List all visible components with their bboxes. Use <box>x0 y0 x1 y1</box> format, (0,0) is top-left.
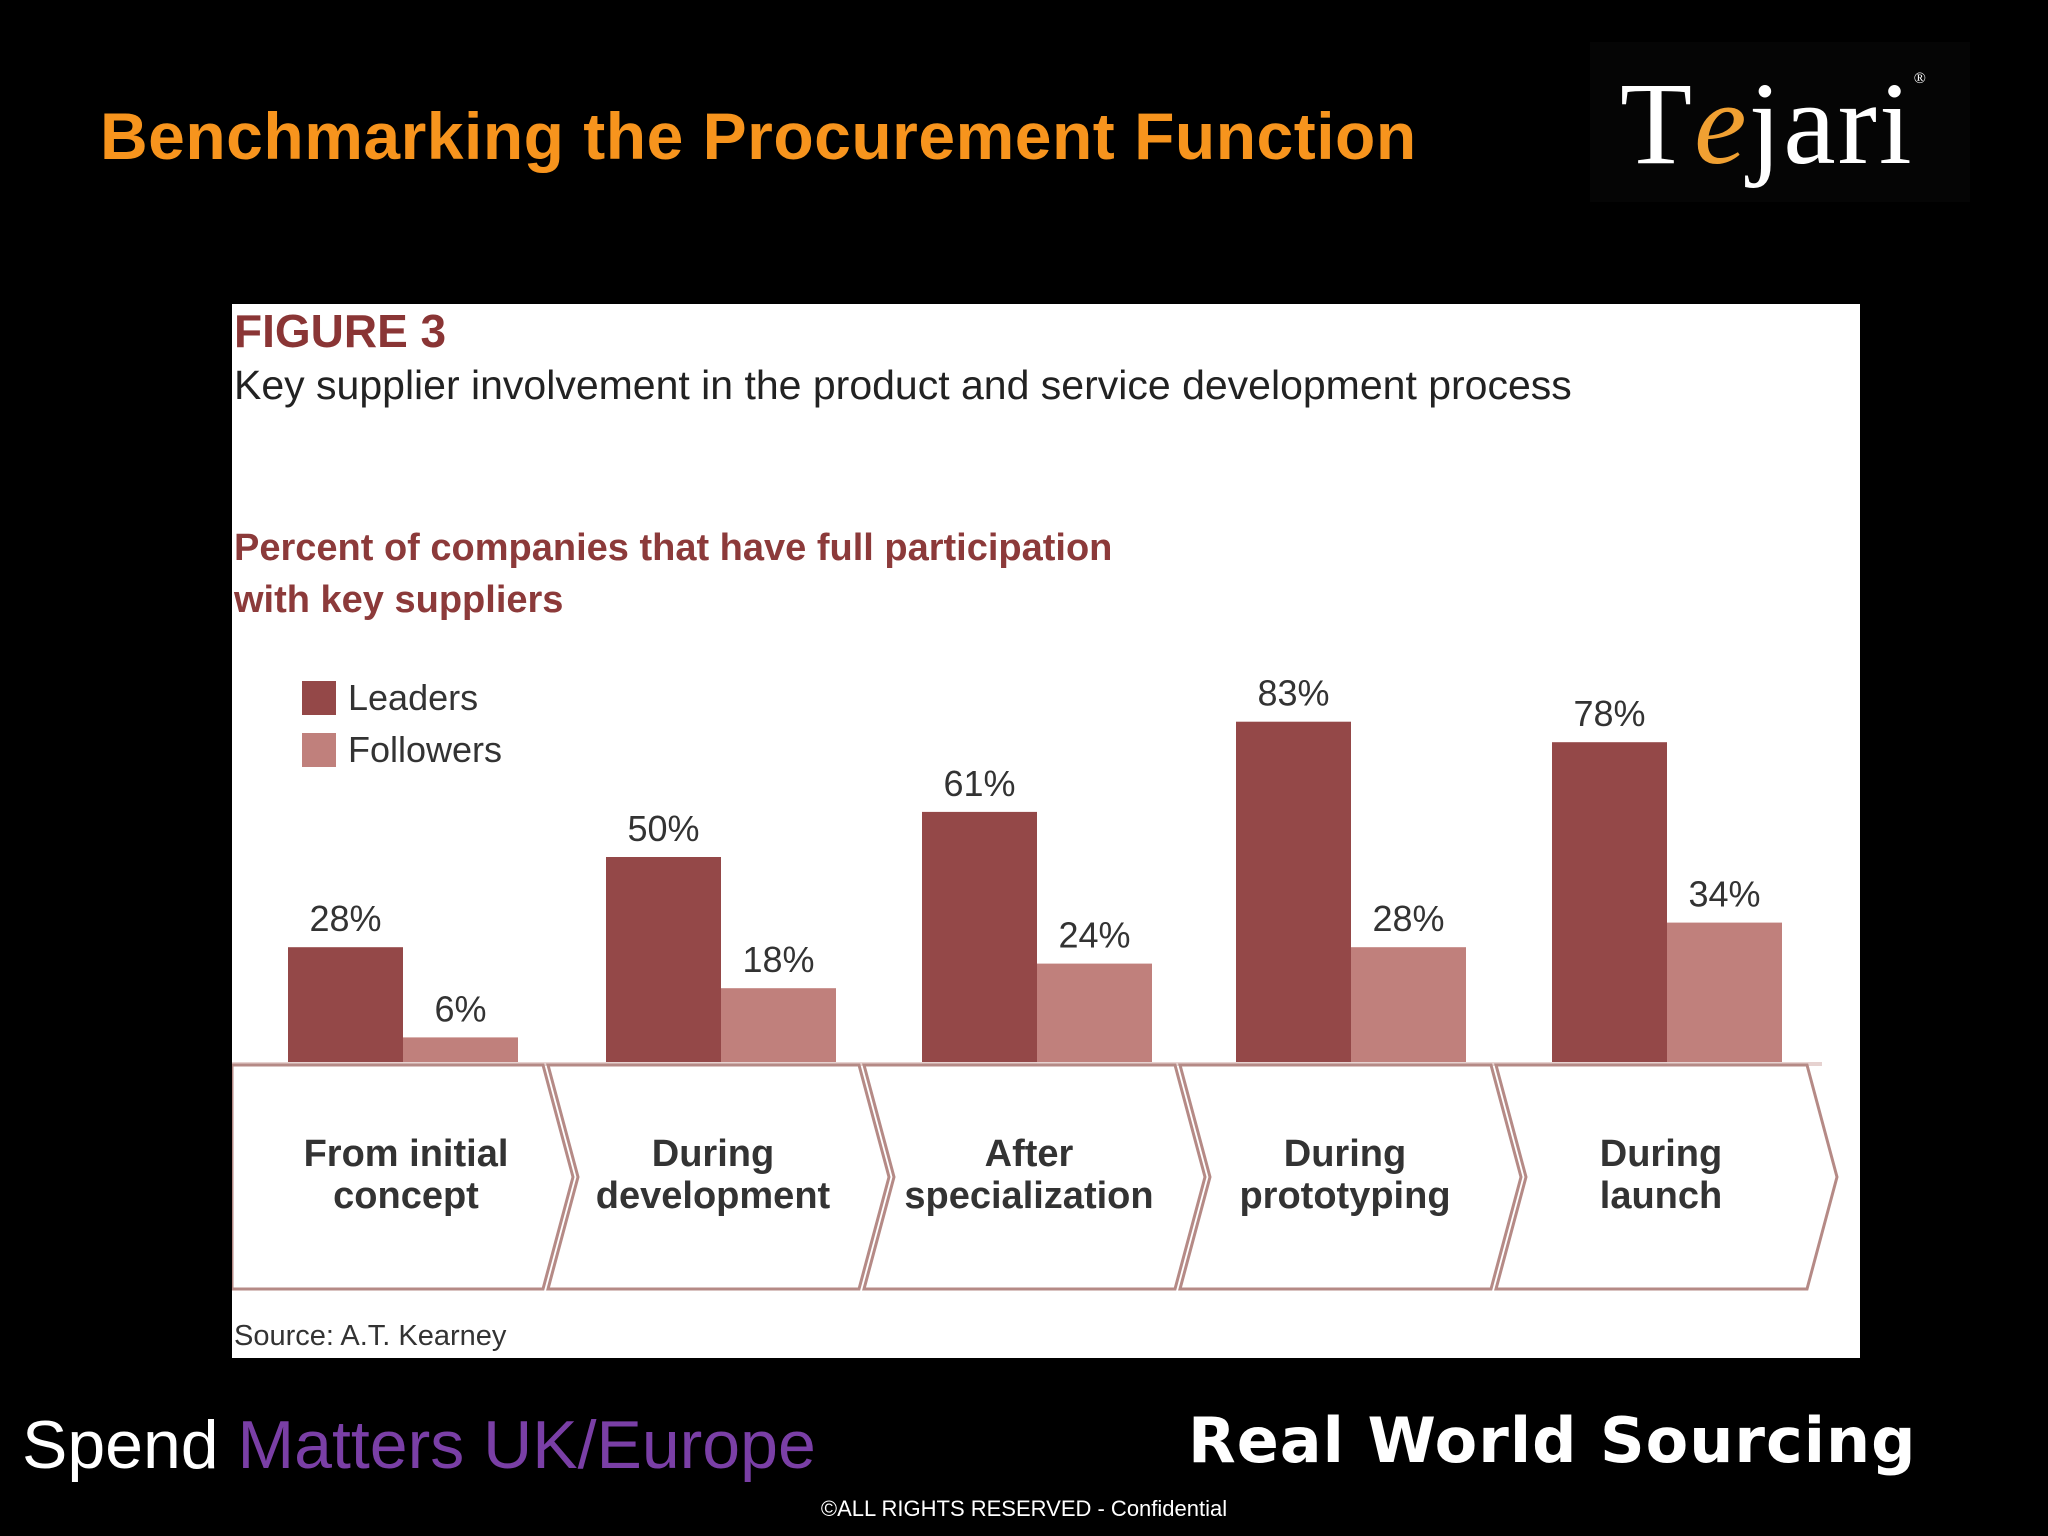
legend-swatch-followers <box>302 733 336 767</box>
bar-followers <box>1667 922 1782 1062</box>
data-label: 78% <box>1573 693 1645 734</box>
source-note: Source: A.T. Kearney <box>234 1320 507 1352</box>
stage-arrow <box>546 1063 891 1291</box>
bar-leaders <box>288 947 403 1062</box>
bar-leaders <box>1552 742 1667 1062</box>
copyright-notice: ©ALL RIGHTS RESERVED - Confidential <box>820 1496 1228 1521</box>
bar-followers <box>1037 963 1152 1062</box>
bar-leaders <box>922 811 1037 1062</box>
legend-label-leaders: Leaders <box>348 677 479 718</box>
labels-layer: From initialconceptDuringdevelopmentAfte… <box>304 673 1761 1217</box>
legend-swatch-leaders <box>302 681 336 715</box>
data-label: 28% <box>1372 898 1444 939</box>
bars-layer <box>232 721 1822 1066</box>
footer-brand: Spend Matters UK/Europe <box>22 1407 816 1483</box>
footer-tagline: Real World Sourcing <box>1188 1404 1917 1477</box>
stage-arrow <box>1178 1063 1523 1291</box>
bar-followers <box>721 988 836 1062</box>
bar-followers <box>403 1037 518 1062</box>
slide-title: Benchmarking the Procurement Function <box>100 99 1417 173</box>
category-label: launch <box>1600 1175 1722 1217</box>
category-label: specialization <box>904 1175 1153 1217</box>
legend-item-leaders: Leaders <box>302 672 502 724</box>
category-label: During <box>1284 1133 1406 1175</box>
stage-arrow <box>1494 1063 1839 1291</box>
legend-item-followers: Followers <box>302 724 502 776</box>
stage-arrow <box>862 1063 1207 1291</box>
category-label: concept <box>333 1175 479 1217</box>
category-label: prototyping <box>1239 1175 1450 1217</box>
bar-chart: From initialconceptDuringdevelopmentAfte… <box>232 673 1839 1291</box>
category-label: After <box>985 1133 1074 1175</box>
data-label: 28% <box>309 898 381 939</box>
data-label: 34% <box>1688 874 1760 915</box>
bar-followers <box>1351 947 1466 1062</box>
legend-label-followers: Followers <box>348 729 503 770</box>
data-label: 18% <box>742 939 814 980</box>
chart-heading: Percent of companies that have full part… <box>234 522 1194 626</box>
figure-panel: FIGURE 3 Key supplier involvement in the… <box>232 304 1860 1358</box>
tejari-logo: Tejari® <box>1590 42 1970 202</box>
category-label: During <box>1600 1133 1722 1175</box>
data-label: 50% <box>627 808 699 849</box>
chart-heading-line-2: with key suppliers <box>234 579 564 621</box>
chart-heading-line-1: Percent of companies that have full part… <box>234 527 1113 569</box>
data-label: 24% <box>1058 915 1130 956</box>
data-label: 83% <box>1257 673 1329 714</box>
figure-subtitle: Key supplier involvement in the product … <box>234 362 1572 408</box>
category-label: From initial <box>304 1133 509 1175</box>
data-label: 61% <box>943 763 1015 804</box>
figure-label: FIGURE 3 <box>234 305 447 357</box>
category-label: development <box>596 1175 831 1217</box>
data-label: 6% <box>434 988 486 1029</box>
bar-leaders <box>1236 721 1351 1062</box>
stage-arrows-layer <box>232 1063 1839 1291</box>
category-label: During <box>652 1133 774 1175</box>
stage-arrow <box>232 1063 575 1291</box>
legend: Leaders Followers <box>302 672 502 776</box>
bar-leaders <box>606 857 721 1062</box>
